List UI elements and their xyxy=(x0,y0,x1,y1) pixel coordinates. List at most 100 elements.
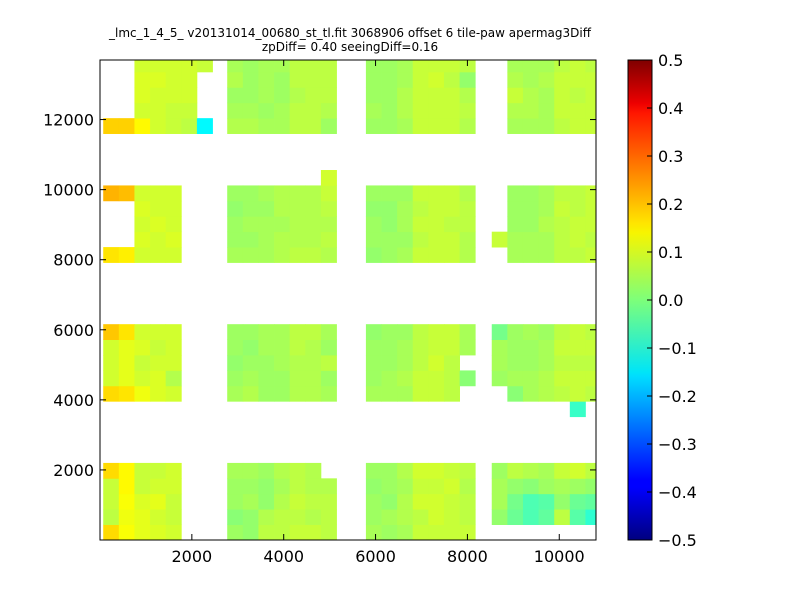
heatmap-cell xyxy=(538,370,555,387)
heatmap-cell xyxy=(569,247,586,263)
heatmap-cell xyxy=(381,324,398,340)
x-tick-label: 2000 xyxy=(171,547,212,566)
heatmap-cell xyxy=(305,200,322,217)
heatmap-cell xyxy=(165,185,182,202)
heatmap-cell xyxy=(569,231,586,248)
heatmap-cell xyxy=(412,462,429,479)
heatmap-cell xyxy=(258,60,275,73)
heatmap-cell xyxy=(320,370,337,387)
heatmap-cell xyxy=(554,102,571,119)
heatmap-cell xyxy=(428,247,445,263)
heatmap-cell xyxy=(118,339,135,356)
heatmap-cell xyxy=(443,339,460,356)
heatmap-cell xyxy=(289,339,306,356)
heatmap-cell xyxy=(538,493,555,510)
heatmap-cell xyxy=(459,185,476,202)
heatmap-cell xyxy=(491,370,508,387)
chart-title: _lmc_1_4_5_ v20131014_00680_st_tl.fit 30… xyxy=(109,26,591,40)
heatmap-cell xyxy=(242,478,259,495)
heatmap-cell xyxy=(103,509,120,525)
heatmap-cell xyxy=(305,118,322,134)
heatmap-cell xyxy=(522,385,539,402)
heatmap-cell xyxy=(320,60,337,73)
heatmap-cell xyxy=(258,118,275,134)
heatmap-cell xyxy=(305,324,322,340)
heatmap-cell xyxy=(428,87,445,104)
heatmap-cell xyxy=(507,200,524,217)
heatmap-cell xyxy=(274,216,291,233)
heatmap-cell xyxy=(181,87,198,104)
heatmap-cell xyxy=(258,462,275,479)
heatmap-cell xyxy=(274,324,291,340)
heatmap-cell xyxy=(381,216,398,233)
heatmap-cell xyxy=(165,102,182,119)
heatmap-cell xyxy=(365,509,382,525)
heatmap-cell xyxy=(569,200,586,217)
heatmap-cell xyxy=(320,231,337,248)
heatmap-cell xyxy=(150,339,167,356)
y-tick-label: 4000 xyxy=(53,391,94,410)
heatmap-cell xyxy=(522,493,539,510)
heatmap-cell xyxy=(305,87,322,104)
heatmap-cell xyxy=(443,185,460,202)
heatmap-cell xyxy=(397,247,414,263)
heatmap-cell xyxy=(118,462,135,479)
heatmap-cell xyxy=(320,185,337,202)
heatmap-cell xyxy=(522,200,539,217)
heatmap-cell xyxy=(459,118,476,134)
heatmap-cell xyxy=(507,385,524,402)
heatmap-cell xyxy=(522,118,539,134)
heatmap-cell xyxy=(305,231,322,248)
heatmap-cell xyxy=(274,102,291,119)
heatmap-cell xyxy=(459,339,476,356)
heatmap-cell xyxy=(397,102,414,119)
heatmap-cell xyxy=(381,247,398,263)
heatmap-cell xyxy=(412,247,429,263)
heatmap-cell xyxy=(397,71,414,88)
heatmap-cell xyxy=(258,247,275,263)
heatmap-cell xyxy=(150,200,167,217)
heatmap-cell xyxy=(428,118,445,134)
heatmap-cell xyxy=(397,216,414,233)
heatmap-cell xyxy=(522,185,539,202)
heatmap-cell xyxy=(569,118,586,134)
heatmap-cell xyxy=(258,216,275,233)
heatmap-cell xyxy=(150,87,167,104)
heatmap-cell xyxy=(538,60,555,73)
heatmap-cell xyxy=(569,370,586,387)
heatmap-cell xyxy=(443,60,460,73)
heatmap-cell xyxy=(522,102,539,119)
heatmap-cell xyxy=(397,370,414,387)
heatmap-cell xyxy=(320,200,337,217)
heatmap-cell xyxy=(443,478,460,495)
heatmap-cell xyxy=(274,370,291,387)
heatmap-cell xyxy=(412,118,429,134)
heatmap-cell xyxy=(522,60,539,73)
heatmap-cell xyxy=(134,200,151,217)
heatmap-cell xyxy=(459,87,476,104)
heatmap-cell xyxy=(554,247,571,263)
heatmap-cell xyxy=(274,247,291,263)
heatmap-cell xyxy=(320,509,337,525)
heatmap-cell xyxy=(412,71,429,88)
heatmap-cell xyxy=(103,339,120,356)
heatmap-cell xyxy=(397,478,414,495)
heatmap-cell xyxy=(134,524,151,541)
heatmap-cell xyxy=(507,462,524,479)
colorbar-tick-label: 0.4 xyxy=(658,99,683,118)
heatmap-cell xyxy=(242,87,259,104)
heatmap-cell xyxy=(289,385,306,402)
heatmap-cell xyxy=(258,339,275,356)
heatmap-cell xyxy=(538,385,555,402)
heatmap-cell xyxy=(150,324,167,340)
heatmap-cell xyxy=(103,324,120,340)
heatmap-cell xyxy=(507,509,524,525)
x-tick-label: 10000 xyxy=(534,547,585,566)
colorbar-tick-label: −0.5 xyxy=(658,531,697,550)
heatmap-cell xyxy=(258,200,275,217)
heatmap-cell xyxy=(289,355,306,371)
heatmap-cell xyxy=(507,102,524,119)
heatmap-cell xyxy=(242,493,259,510)
heatmap-cell xyxy=(258,324,275,340)
